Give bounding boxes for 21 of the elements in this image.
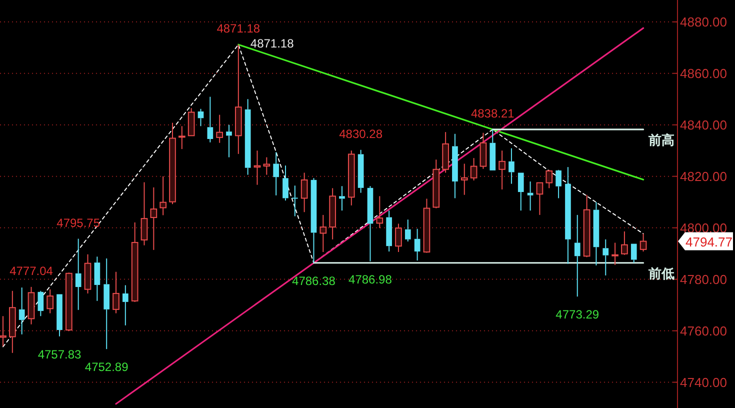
annotation: 4871.18 xyxy=(250,36,294,51)
annotation: 4830.28 xyxy=(339,126,383,141)
annotation: 4871.18 xyxy=(216,22,260,36)
annotation: 4795.75 xyxy=(56,216,100,230)
price-tag: 4794.77 xyxy=(678,232,733,250)
series-label: 前低 xyxy=(647,266,674,281)
y-tick-label: 4880.00 xyxy=(680,14,727,30)
y-tick-label: 4840.00 xyxy=(680,117,727,132)
annotation: 4757.83 xyxy=(38,347,82,362)
y-tick-label: 4820.00 xyxy=(680,168,727,184)
annotation: 4777.04 xyxy=(10,264,54,278)
y-tick-label: 4760.00 xyxy=(680,323,727,338)
series-label: 前高 xyxy=(647,132,674,148)
annotation: 4786.38 xyxy=(292,274,336,288)
y-tick-label: 4780.00 xyxy=(680,272,727,287)
y-tick-label: 4740.00 xyxy=(680,374,727,390)
annotation: 4773.29 xyxy=(556,308,600,322)
annotation: 4838.21 xyxy=(470,106,515,120)
annotation: 4786.98 xyxy=(348,272,392,286)
y-tick-label: 4860.00 xyxy=(680,66,727,81)
annotation: 4752.89 xyxy=(84,360,129,374)
